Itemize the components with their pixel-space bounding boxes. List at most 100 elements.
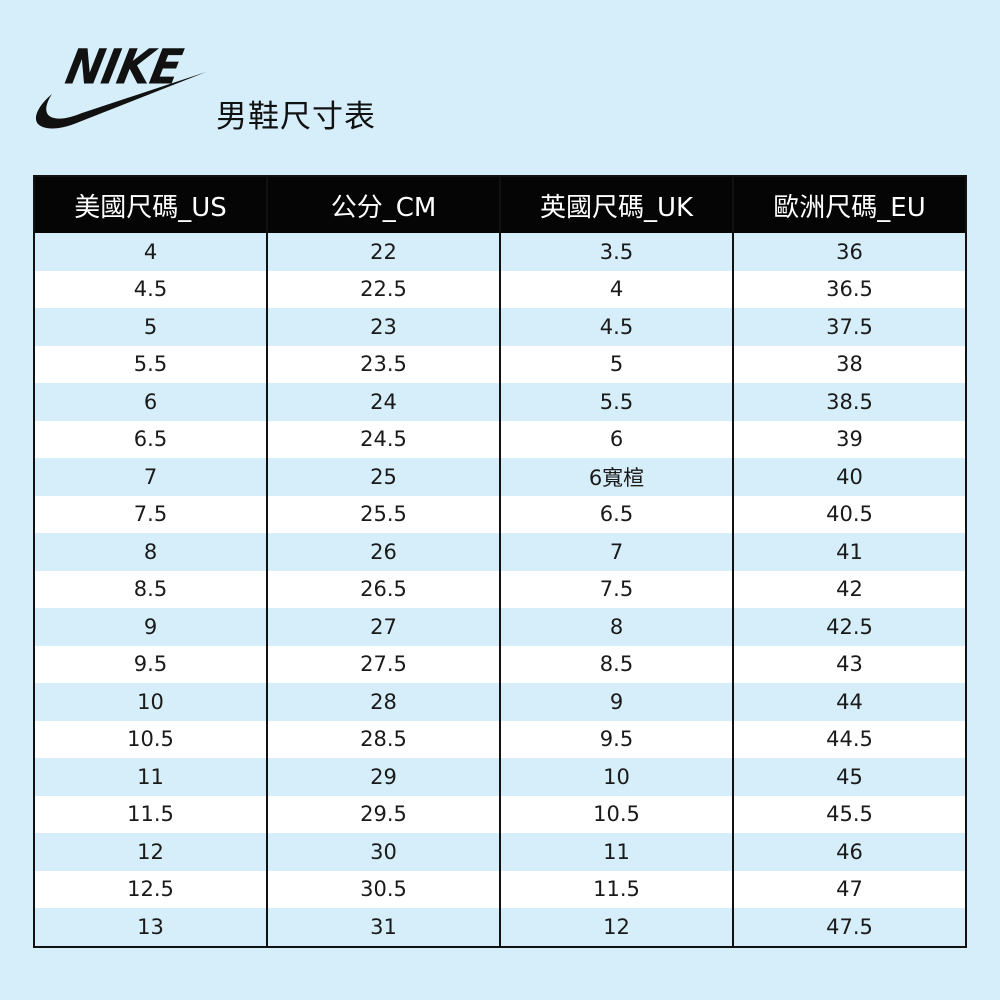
cell-us: 6 <box>34 383 268 421</box>
cell-us: 12.5 <box>34 870 268 908</box>
table-row: 12 30 11 46 <box>34 833 967 871</box>
cell-uk: 8.5 <box>500 645 734 683</box>
cell-cm: 23 <box>267 308 501 346</box>
cell-us: 8 <box>34 533 268 571</box>
cell-uk: 11 <box>500 833 734 871</box>
table-row: 8.5 26.5 7.5 42 <box>34 570 967 608</box>
cell-uk: 9 <box>500 683 734 721</box>
column-header-eu: 歐洲尺碼_EU <box>733 176 967 233</box>
table-row: 11 29 10 45 <box>34 758 967 796</box>
table-row: 10.5 28.5 9.5 44.5 <box>34 720 967 758</box>
cell-us: 11.5 <box>34 795 268 833</box>
cell-eu: 40.5 <box>733 495 967 533</box>
cell-uk: 8 <box>500 608 734 646</box>
cell-uk: 5.5 <box>500 383 734 421</box>
cell-eu: 38 <box>733 345 967 383</box>
table-row: 4 22 3.5 36 <box>34 233 967 271</box>
cell-eu: 44 <box>733 683 967 721</box>
cell-uk: 4.5 <box>500 308 734 346</box>
cell-cm: 29 <box>267 758 501 796</box>
table-row: 5 23 4.5 37.5 <box>34 308 967 346</box>
cell-cm: 25 <box>267 458 501 496</box>
cell-eu: 38.5 <box>733 383 967 421</box>
cell-uk: 6 <box>500 420 734 458</box>
cell-us: 10.5 <box>34 720 268 758</box>
cell-cm: 26.5 <box>267 570 501 608</box>
table-row: 4.5 22.5 4 36.5 <box>34 270 967 308</box>
table-row: 12.5 30.5 11.5 47 <box>34 870 967 908</box>
cell-cm: 30 <box>267 833 501 871</box>
cell-us: 7.5 <box>34 495 268 533</box>
cell-uk: 9.5 <box>500 720 734 758</box>
cell-uk: 5 <box>500 345 734 383</box>
table-row: 13 31 12 47.5 <box>34 908 967 947</box>
cell-uk: 10 <box>500 758 734 796</box>
cell-us: 9.5 <box>34 645 268 683</box>
column-header-uk: 英國尺碼_UK <box>500 176 734 233</box>
cell-eu: 39 <box>733 420 967 458</box>
cell-us: 5 <box>34 308 268 346</box>
cell-cm: 22.5 <box>267 270 501 308</box>
cell-uk: 7.5 <box>500 570 734 608</box>
cell-cm: 26 <box>267 533 501 571</box>
cell-eu: 45.5 <box>733 795 967 833</box>
swoosh-icon <box>35 72 206 129</box>
cell-eu: 36 <box>733 233 967 271</box>
cell-us: 6.5 <box>34 420 268 458</box>
cell-cm: 29.5 <box>267 795 501 833</box>
table-body: 4 22 3.5 36 4.5 22.5 4 36.5 5 23 4.5 37.5 5.5 23.5 5 38… <box>34 233 967 947</box>
cell-uk: 10.5 <box>500 795 734 833</box>
cell-uk: 4 <box>500 270 734 308</box>
cell-eu: 43 <box>733 645 967 683</box>
cell-cm: 23.5 <box>267 345 501 383</box>
cell-cm: 25.5 <box>267 495 501 533</box>
cell-uk: 3.5 <box>500 233 734 271</box>
cell-eu: 42 <box>733 570 967 608</box>
table-row: 7.5 25.5 6.5 40.5 <box>34 495 967 533</box>
table-row: 6.5 24.5 6 39 <box>34 420 967 458</box>
cell-cm: 28 <box>267 683 501 721</box>
table-row: 9.5 27.5 8.5 43 <box>34 645 967 683</box>
cell-eu: 44.5 <box>733 720 967 758</box>
table-row: 10 28 9 44 <box>34 683 967 721</box>
cell-cm: 30.5 <box>267 870 501 908</box>
cell-eu: 36.5 <box>733 270 967 308</box>
cell-eu: 37.5 <box>733 308 967 346</box>
cell-uk: 12 <box>500 908 734 947</box>
table-row: 9 27 8 42.5 <box>34 608 967 646</box>
table-row: 5.5 23.5 5 38 <box>34 345 967 383</box>
cell-eu: 46 <box>733 833 967 871</box>
cell-us: 4.5 <box>34 270 268 308</box>
cell-us: 11 <box>34 758 268 796</box>
cell-us: 4 <box>34 233 268 271</box>
cell-cm: 22 <box>267 233 501 271</box>
cell-us: 5.5 <box>34 345 268 383</box>
cell-eu: 41 <box>733 533 967 571</box>
column-header-us: 美國尺碼_US <box>34 176 268 233</box>
column-header-cm: 公分_CM <box>267 176 501 233</box>
cell-us: 8.5 <box>34 570 268 608</box>
cell-eu: 45 <box>733 758 967 796</box>
cell-uk: 6.5 <box>500 495 734 533</box>
cell-cm: 27.5 <box>267 645 501 683</box>
cell-us: 12 <box>34 833 268 871</box>
cell-uk: 7 <box>500 533 734 571</box>
cell-us: 9 <box>34 608 268 646</box>
cell-us: 10 <box>34 683 268 721</box>
table-row: 7 25 6寬楦 40 <box>34 458 967 496</box>
cell-eu: 40 <box>733 458 967 496</box>
cell-cm: 24 <box>267 383 501 421</box>
cell-uk: 11.5 <box>500 870 734 908</box>
cell-cm: 24.5 <box>267 420 501 458</box>
cell-cm: 27 <box>267 608 501 646</box>
table-row: 6 24 5.5 38.5 <box>34 383 967 421</box>
size-table: 美國尺碼_US 公分_CM 英國尺碼_UK 歐洲尺碼_EU 4 22 3.5 36 4.5 22… <box>33 175 967 948</box>
cell-eu: 47.5 <box>733 908 967 947</box>
nike-logo: NIKE <box>34 40 214 140</box>
table-header-row: 美國尺碼_US 公分_CM 英國尺碼_UK 歐洲尺碼_EU <box>34 176 967 233</box>
table-row: 8 26 7 41 <box>34 533 967 571</box>
page-title: 男鞋尺寸表 <box>216 99 376 135</box>
cell-eu: 47 <box>733 870 967 908</box>
cell-us: 7 <box>34 458 268 496</box>
